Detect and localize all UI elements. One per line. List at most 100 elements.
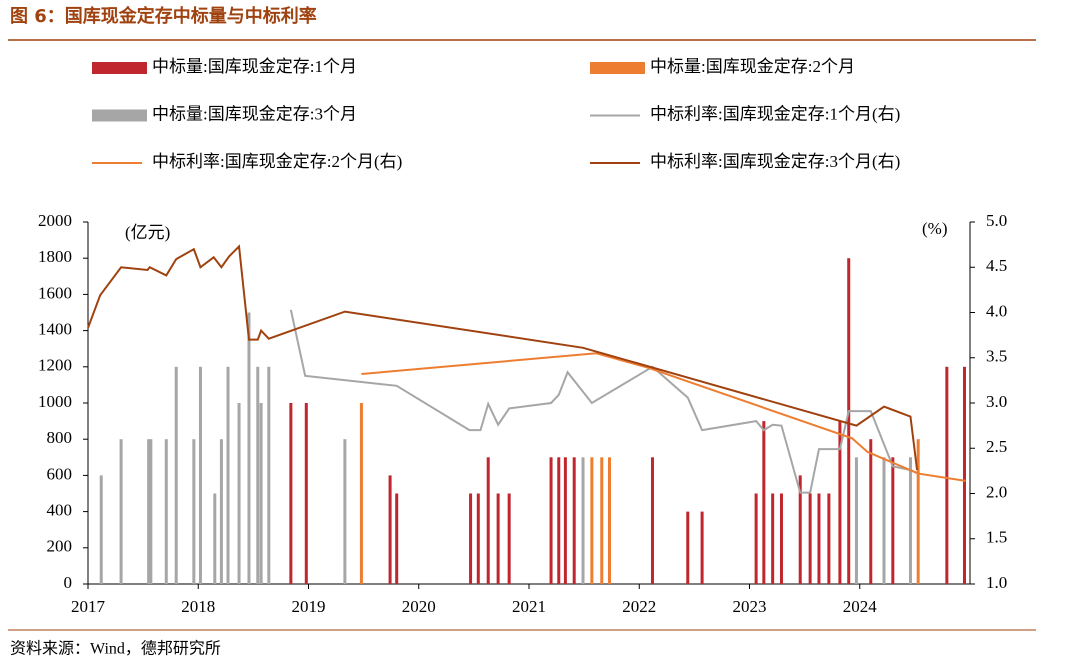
x-tick-label: 2017 [71, 597, 106, 616]
bar [213, 493, 217, 584]
y2-tick-label: 1.5 [986, 528, 1007, 547]
legend-label: 中标利率:国库现金定存:2个月(右) [152, 152, 402, 171]
bar [854, 457, 858, 584]
bar [549, 457, 553, 584]
x-tick-label: 2021 [512, 597, 546, 616]
bar [247, 312, 251, 584]
legend-swatch [590, 62, 645, 74]
bar [908, 457, 912, 584]
y2-tick-label: 3.5 [986, 347, 1007, 366]
legend-label: 中标利率:国库现金定存:1个月(右) [650, 104, 900, 123]
bar [838, 421, 842, 584]
bar [388, 475, 392, 584]
bar [469, 493, 473, 584]
y-tick-label: 600 [47, 464, 73, 483]
bar [557, 457, 561, 584]
bar [237, 403, 241, 584]
legend-label: 中标量:国库现金定存:2个月 [650, 57, 855, 76]
y-tick-label: 400 [47, 501, 73, 520]
bar [686, 511, 690, 584]
y2-tick-label: 1.0 [986, 573, 1007, 592]
bar [343, 439, 347, 584]
chart-title: 图 6：国库现金定存中标量与中标利率 [10, 5, 317, 27]
bar [650, 457, 654, 584]
x-tick-label: 2018 [181, 597, 215, 616]
legend-swatch [92, 109, 147, 122]
bar [486, 457, 490, 584]
bar [779, 493, 783, 584]
y-unit: (亿元) [125, 223, 170, 242]
bar [147, 439, 151, 584]
bar [891, 457, 895, 584]
x-tick-label: 2024 [843, 597, 878, 616]
bar [304, 403, 308, 584]
y-tick-label: 1800 [38, 247, 72, 266]
legend-label: 中标量:国库现金定存:3个月 [152, 104, 357, 123]
source: 资料来源：Wind，德邦研究所 [10, 640, 221, 658]
bar [164, 439, 168, 584]
line [361, 352, 966, 482]
y2-tick-label: 4.5 [986, 256, 1007, 275]
bar [507, 493, 511, 584]
bar [869, 439, 873, 584]
y2-unit: (%) [922, 219, 947, 238]
bar [99, 475, 103, 584]
bar [119, 439, 123, 584]
bar [827, 493, 831, 584]
bar [771, 493, 775, 584]
bar [817, 493, 821, 584]
x-tick-label: 2023 [733, 597, 767, 616]
bar [359, 403, 363, 584]
bar [916, 439, 920, 584]
bar [256, 366, 260, 584]
line [289, 309, 919, 494]
bar [798, 475, 802, 584]
legend-label: 中标利率:国库现金定存:3个月(右) [650, 152, 900, 171]
bar [496, 493, 500, 584]
y-tick-label: 200 [47, 537, 73, 556]
bar [581, 457, 585, 584]
y2-tick-label: 2.5 [986, 437, 1007, 456]
bar [882, 457, 886, 584]
bar [198, 366, 202, 584]
y2-tick-label: 3.0 [986, 392, 1007, 411]
bar [174, 366, 178, 584]
bar [762, 421, 766, 584]
bar [476, 493, 480, 584]
x-tick-label: 2019 [292, 597, 326, 616]
bar [600, 457, 604, 584]
bar [754, 493, 758, 584]
y2-tick-label: 2.0 [986, 482, 1007, 501]
bar [259, 403, 263, 584]
line [87, 244, 919, 471]
y-tick-label: 2000 [38, 211, 72, 230]
y2-tick-label: 4.0 [986, 301, 1007, 320]
bar [226, 366, 230, 584]
legend-label: 中标量:国库现金定存:1个月 [152, 57, 357, 76]
bar [149, 439, 153, 584]
x-tick-label: 2020 [402, 597, 436, 616]
y-tick-label: 1400 [38, 320, 72, 339]
y-tick-label: 1000 [38, 392, 72, 411]
bar [192, 439, 196, 584]
bar [590, 457, 594, 584]
y2-tick-label: 5.0 [986, 211, 1007, 230]
bar [607, 457, 611, 584]
y-tick-label: 800 [47, 428, 73, 447]
bar [572, 457, 576, 584]
bar [847, 258, 851, 584]
y-tick-label: 1200 [38, 356, 72, 375]
bar [700, 511, 704, 584]
x-tick-label: 2022 [622, 597, 656, 616]
bar [395, 493, 399, 584]
bar [808, 493, 812, 584]
bar [563, 457, 567, 584]
bar [219, 439, 223, 584]
y-tick-label: 0 [64, 573, 73, 592]
legend-swatch [92, 62, 147, 74]
bar [267, 366, 271, 584]
bar [945, 366, 949, 584]
bar [289, 403, 293, 584]
y-tick-label: 1600 [38, 283, 72, 302]
